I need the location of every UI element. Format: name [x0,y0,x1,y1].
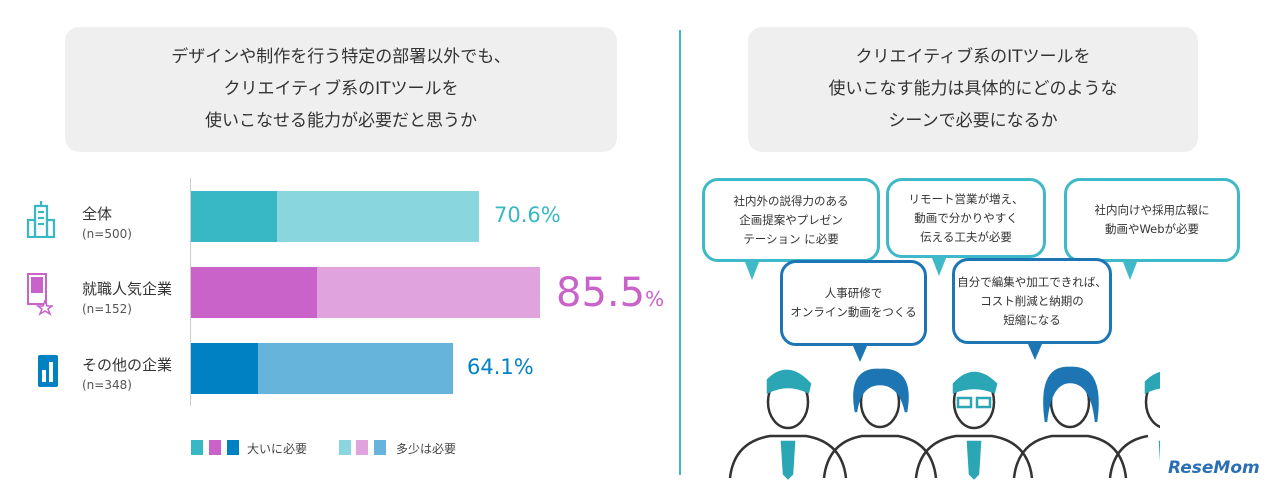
bubble-line: オンライン動画をつくる [790,305,917,319]
bar-some-2 [257,343,453,394]
legend-swatch [227,440,239,455]
legend-label: 多少は必要 [396,442,457,456]
row-label-other: その他の企業 (n=348) [82,354,172,392]
percent-sign: % [645,287,665,311]
bubble-line: 動画やWebが必要 [1104,222,1200,236]
speech-bubble: 社内向けや採用広報に 動画やWebが必要 [1064,178,1240,262]
total-label-popular: 85.5% [556,270,664,316]
bubble-tail [1028,344,1042,360]
bubble-line: 自分で編集や加工できれば、 [957,274,1107,289]
bubble-line: テーション に必要 [743,231,839,246]
total-value: 85.5 [556,270,646,316]
right-question-box: クリエイティブ系のITツールを 使いこなす能力は具体的にどのような シーンで必要… [748,27,1198,152]
speech-bubble: 自分で編集や加工できれば、 コスト削減と納期の 短縮になる [952,258,1112,344]
bubble-line: リモート営業が増え、 [908,191,1024,206]
person-icon [914,371,1034,480]
bubble-tail [745,262,759,280]
people-illustration [728,366,1160,480]
bar-some-1 [317,267,540,318]
bubble-line: 社内向けや採用広報に [1094,203,1210,217]
person-icon [1012,366,1128,479]
legend-swatch [191,440,203,455]
resemom-logo: ReseMom [1168,458,1260,478]
bubble-line: 社内外の説得力のある [733,193,849,208]
question-line: デザインや制作を行う特定の部署以外でも、 [171,47,511,67]
question-line: シーンで必要になるか [888,111,1058,131]
person-icon [822,368,938,479]
bar-strong-1 [191,267,318,318]
person-icon [728,369,848,480]
bubble-line: 人事研修で [824,286,883,300]
total-label-other: 64.1% [467,355,534,379]
bubble-line: 短縮になる [1003,312,1061,327]
category-label: 就職人気企業 [82,280,173,298]
left-question-box: デザインや制作を行う特定の部署以外でも、 クリエイティブ系のITツールを 使いこ… [65,27,617,152]
legend-swatch [339,440,351,455]
question-line: 使いこなす能力は具体的にどのような [828,79,1118,99]
legend-swatch [356,440,368,455]
bubble-line: 企画提案やプレゼン [739,212,843,227]
bar-strong-0 [191,191,277,242]
building-icon [26,201,56,238]
question-line: 使いこなせる能力が必要だと思うか [205,111,477,131]
speech-bubble: リモート営業が増え、 動画で分かりやすく 伝える工夫が必要 [886,178,1046,258]
category-label: 全体 [82,205,113,223]
legend-swatch [374,440,386,455]
sample-size: (n=152) [82,302,132,316]
sample-size: (n=348) [82,378,132,392]
category-label: その他の企業 [82,356,173,374]
legend-label: 大いに必要 [247,442,308,456]
bubble-tail [853,346,867,362]
question-line: クリエイティブ系のITツールを [223,79,459,99]
divider [679,30,681,475]
bar-strong-2 [191,343,258,394]
speech-bubble: 人事研修でオンライン動画をつくる [780,260,927,346]
building-star-icon [27,273,53,316]
legend-swatch [209,440,221,455]
row-label-all: 全体 (n=500) [82,203,132,241]
chart-axis [190,178,191,406]
bar-some-0 [276,191,480,242]
bubble-tail [1123,262,1137,280]
bubble-tail [932,258,946,276]
row-label-popular: 就職人気企業 (n=152) [82,278,172,316]
person-icon [1108,371,1160,479]
bubble-line: 伝える工夫が必要 [920,229,1012,244]
bubble-line: コスト削減と納期の [980,293,1084,308]
total-label-all: 70.6% [494,203,561,227]
bubble-line: 動画で分かりやすく [914,210,1018,225]
office-building-icon [38,355,58,387]
speech-bubble: 社内外の説得力のある 企画提案やプレゼン テーション に必要 [702,178,880,262]
sample-size: (n=500) [82,227,132,241]
question-line: クリエイティブ系のITツールを [855,47,1091,67]
